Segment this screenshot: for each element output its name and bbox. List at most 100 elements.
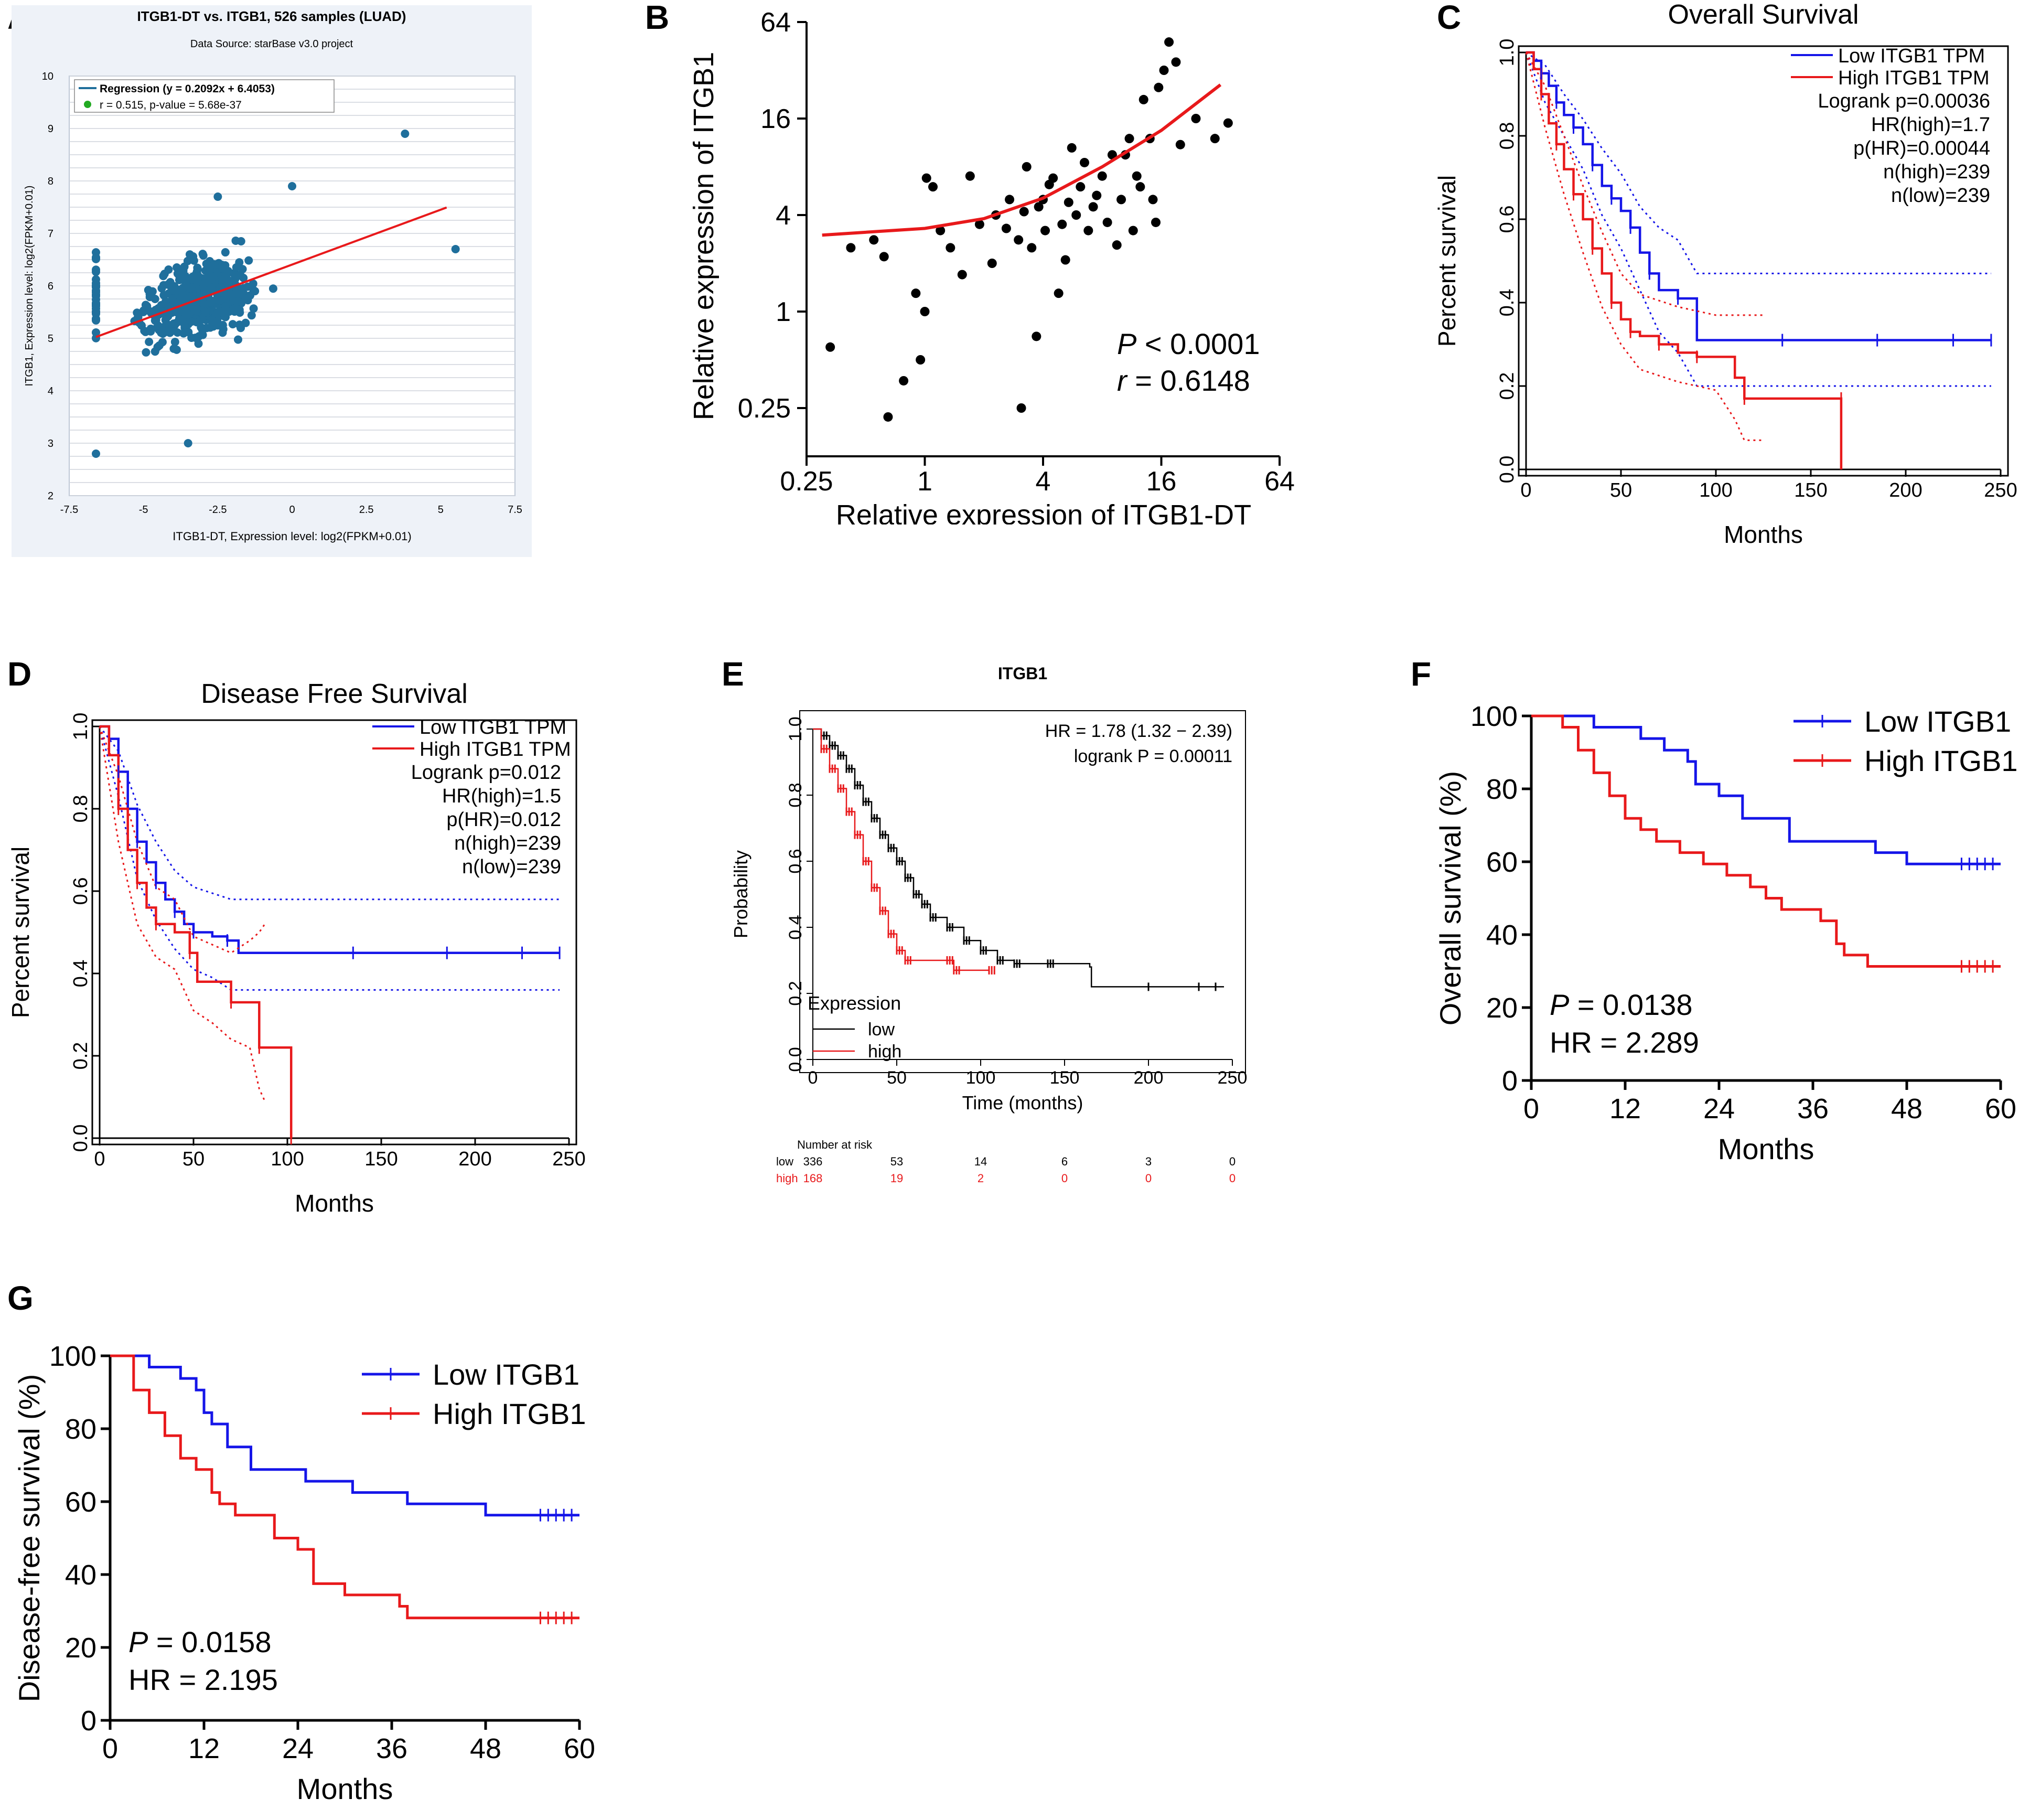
scatter-point [1064,197,1073,207]
panel-label-c: C [1437,0,1462,36]
y-tick-label: 1.0 [1496,39,1518,67]
scatter-point [133,308,142,317]
risk-value: 3 [1145,1155,1152,1168]
risk-table-header: Number at risk [797,1138,873,1151]
scatter-point [1092,190,1102,200]
scatter-point [1048,173,1058,183]
stat-line: HR = 1.78 (1.32 − 2.39) [1045,721,1232,741]
scatter-point [1088,202,1098,212]
stat-line: logrank P = 0.00011 [1074,746,1232,766]
scatter-point [181,272,190,281]
scatter-point [199,251,208,260]
y-tick-label: 4 [776,200,791,231]
x-tick-label: 0 [289,504,295,516]
x-tick-label: -5 [139,504,148,516]
scatter-point [92,302,100,311]
x-tick-label: 12 [188,1733,220,1764]
scatter-point [1014,235,1024,245]
y-axis-label: Disease-free survival (%) [13,1374,46,1703]
scatter-point [1132,171,1142,181]
scatter-point [825,342,835,352]
y-tick-label: 0.4 [70,960,92,988]
legend-high-label: High ITGB1 [1864,744,2018,777]
confidence-band [99,726,266,1102]
scatter-point [207,283,216,292]
confidence-band [99,726,560,991]
survival-curve [1531,714,2001,865]
x-axis-label: Relative expression of ITGB1-DT [836,499,1251,524]
x-tick-label: 0 [94,1148,105,1170]
scatter-point [193,263,202,272]
x-axis-label: Months [297,1772,393,1805]
x-tick-label: -2.5 [209,504,227,516]
scatter-point [899,376,909,386]
scatter-point [92,315,100,324]
confidence-band [99,726,266,954]
scatter-point [1016,403,1026,413]
x-axis-label: Months [295,1190,374,1217]
y-tick-label: 20 [65,1632,96,1664]
r-value-annotation: r = 0.6148 [1117,364,1250,397]
scatter-point [166,278,175,287]
y-tick-label: 1 [776,297,791,327]
y-tick-label: 0.0 [786,1047,806,1072]
legend-high-label: High ITGB1 TPM [420,738,571,761]
legend-box [74,79,335,113]
survival-curve [100,725,560,955]
scatter-point [213,192,222,201]
scatter-point [1151,217,1161,227]
legend-low-label: Low ITGB1 [1864,705,2011,738]
confidence-band [99,726,560,901]
scatter-point [269,284,277,293]
y-tick-label: 9 [48,123,53,135]
panel-label-e: E [722,655,744,693]
scatter-point [164,265,173,274]
panel-label-b: B [645,0,670,36]
scatter-point [1040,226,1050,235]
scatter-point [244,256,253,265]
scatter-point [1076,182,1086,192]
panel-a-scatter-chart: ITGB1-DT vs. ITGB1, 526 samples (LUAD) Da… [12,5,532,557]
y-tick-label: 6 [48,281,53,292]
risk-row-label: low [776,1155,793,1168]
x-tick-label: 0 [102,1733,118,1764]
scatter-point [911,288,921,298]
risk-value: 19 [890,1172,903,1185]
scatter-point [957,270,967,280]
scatter-point [155,341,164,350]
scatter-point [92,449,100,458]
panel-c-overall-survival-chart: Overall Survival 0 50 100 150 200 250 0.0 0.2 0.4… [1433,0,2017,548]
x-tick-label: 60 [564,1733,595,1764]
y-tick-label: 40 [1486,919,1518,951]
scatter-point [234,271,243,280]
p-value-annotation: P = 0.0138 [1550,988,1692,1021]
scatter-point [145,337,154,346]
y-tick-label: 0.0 [70,1125,92,1152]
scatter-point [232,297,241,306]
scatter-point [1083,226,1093,235]
chart-title: ITGB1 [998,664,1047,683]
y-tick-label: 1.0 [786,716,806,741]
scatter-point [215,296,224,305]
scatter-point [1071,210,1081,220]
scatter-point [249,304,258,313]
scatter-point [1171,57,1181,67]
panel-g-disease-free-survival-chart: 0 12 24 36 48 60 0 20 40 60 80 100 Months Disease-fre… [13,1341,595,1805]
scatter-point [194,318,203,327]
scatter-point [1139,94,1148,104]
panel-b-scatter-chart: 0.25 1 4 16 64 0.25 1 4 16 64 Relative expression … [692,7,1295,524]
x-tick-label: 50 [887,1068,907,1088]
x-axis-label: ITGB1-DT, Expression level: log2(FPKM+0.… [173,530,411,543]
legend-low-label: low [868,1020,895,1040]
scatter-point [184,439,192,447]
y-tick-label: 64 [760,7,791,38]
scatter-point [1102,217,1112,227]
scatter-point [198,330,207,339]
panel-f-overall-survival-chart: 0 12 24 36 48 60 0 20 40 60 80 100 Months Overall sur… [1434,701,2018,1165]
scatter-point [161,301,170,309]
scatter-point [965,171,975,181]
p-value-annotation: P < 0.0001 [1117,327,1260,360]
y-tick-label: 0.6 [786,849,806,873]
confidence-band [1525,52,1764,316]
scatter-point [218,328,227,337]
